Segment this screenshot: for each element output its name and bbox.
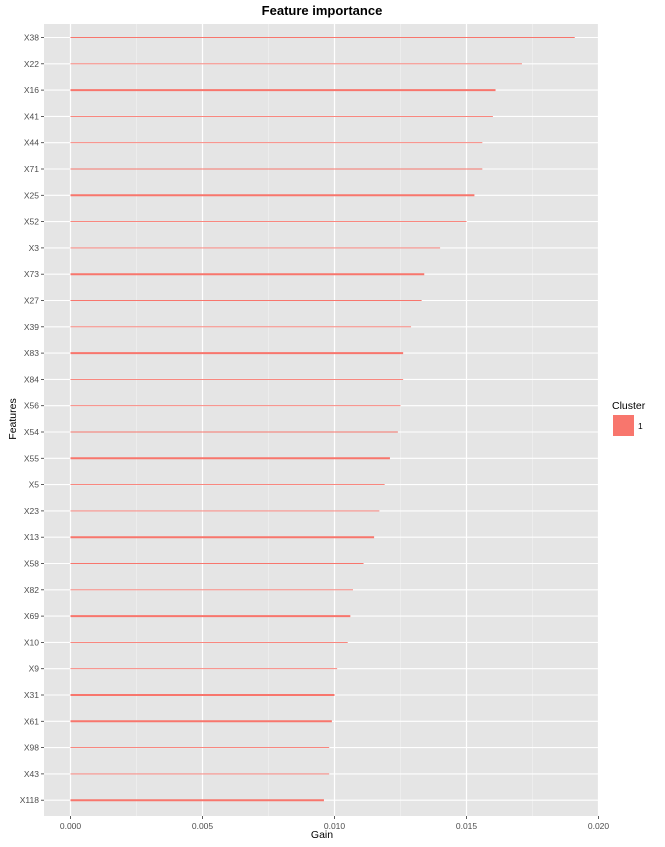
y-tick-label: X83 (24, 348, 39, 358)
y-axis-title: Features (7, 398, 19, 439)
x-tick-label: 0.015 (456, 821, 478, 831)
y-tick-label: X23 (24, 506, 39, 516)
y-tick-label: X82 (24, 585, 39, 595)
y-tick-label: X38 (24, 33, 39, 43)
y-tick-label: X31 (24, 690, 39, 700)
y-tick-label: X10 (24, 637, 39, 647)
y-tick-label: X41 (24, 111, 39, 121)
chart-title: Feature importance (262, 3, 383, 18)
y-tick-label: X56 (24, 401, 39, 411)
y-tick-label: X25 (24, 190, 39, 200)
legend-label: 1 (638, 421, 643, 431)
y-tick-label: X55 (24, 453, 39, 463)
y-tick-label: X118 (20, 795, 39, 805)
y-tick-label: X9 (29, 664, 40, 674)
y-tick-label: X84 (24, 374, 39, 384)
y-tick-label: X52 (24, 217, 39, 227)
y-tick-label: X44 (24, 138, 39, 148)
y-tick-label: X13 (24, 532, 39, 542)
x-tick-label: 0.020 (588, 821, 610, 831)
x-axis-title: Gain (311, 829, 333, 841)
x-tick-label: 0.000 (60, 821, 82, 831)
y-tick-label: X61 (24, 716, 39, 726)
y-tick-label: X27 (24, 296, 39, 306)
y-tick-label: X58 (24, 559, 39, 569)
x-tick-label: 0.010 (324, 821, 346, 831)
y-tick-label: X3 (29, 243, 40, 253)
y-tick-label: X71 (24, 164, 39, 174)
y-tick-label: X98 (24, 743, 39, 753)
y-tick-label: X16 (24, 85, 39, 95)
legend: Cluster 1 (612, 400, 646, 436)
y-tick-label: X39 (24, 322, 39, 332)
x-tick-labels: 0.000 0.005 0.010 0.015 0.020 (60, 816, 610, 831)
y-tick-labels: X38 X22 X16 X41 X44 X71 X25 X52 X3 X73 X27 X39 X83 X8… (20, 33, 44, 805)
y-tick-label: X73 (24, 269, 39, 279)
y-tick-label: X54 (24, 427, 39, 437)
y-tick-label: X69 (24, 611, 39, 621)
bars (70, 37, 575, 802)
legend-swatch (613, 415, 634, 436)
y-tick-label: X22 (24, 59, 39, 69)
x-tick-label: 0.005 (192, 821, 214, 831)
legend-title: Cluster (612, 400, 646, 412)
y-tick-label: X5 (29, 480, 40, 490)
y-tick-label: X43 (24, 769, 39, 779)
